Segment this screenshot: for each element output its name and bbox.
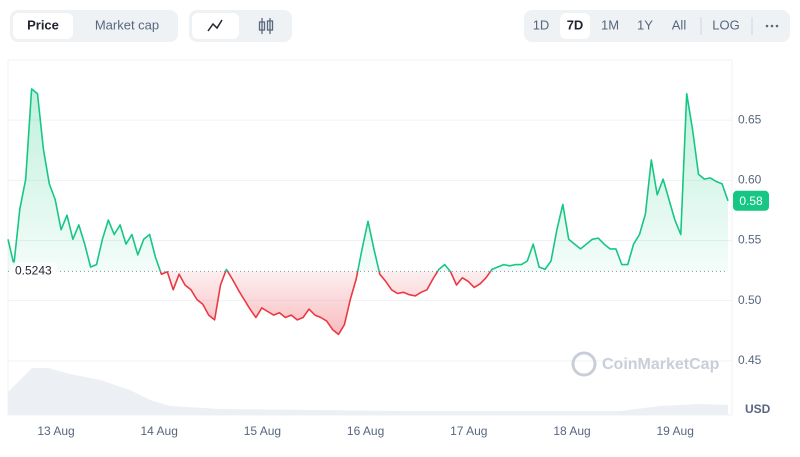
range-label[interactable]: 7D (567, 17, 584, 32)
x-tick-label: 14 Aug (141, 424, 178, 438)
watermark: CoinMarketCap (571, 351, 720, 377)
range-label[interactable]: 1D (533, 17, 550, 32)
range-label[interactable]: 1Y (637, 17, 653, 32)
y-tick-label: 0.55 (738, 233, 762, 247)
tab-selected (13, 13, 73, 39)
x-tick-label: 15 Aug (244, 424, 281, 438)
x-tick-label: 17 Aug (450, 424, 487, 438)
log-button[interactable]: LOG (712, 17, 739, 32)
x-tick-label: 16 Aug (347, 424, 384, 438)
candle-icon[interactable] (258, 18, 274, 34)
watermark-text: CoinMarketCap (602, 356, 720, 373)
y-tick-label: 0.45 (738, 353, 762, 367)
current-price-label: 0.58 (739, 194, 763, 208)
more-button[interactable] (765, 24, 779, 28)
range-selected (560, 13, 590, 39)
y-tick-label: 0.60 (738, 173, 762, 187)
range-label[interactable]: All (672, 17, 687, 32)
price-line (7, 88, 729, 336)
x-tick-label: 13 Aug (37, 424, 74, 438)
line-icon (207, 19, 223, 32)
y-tick-label: 0.50 (738, 293, 762, 307)
range-group (524, 10, 790, 42)
volume-area (8, 368, 728, 415)
y-axis-label: USD (745, 402, 771, 416)
baseline-label: 0.5243 (15, 264, 52, 278)
tab-label[interactable]: Market cap (95, 17, 159, 32)
x-tick-label: 19 Aug (657, 424, 694, 438)
tab-label[interactable]: Price (27, 17, 59, 32)
price-area (8, 88, 728, 335)
x-tick-label: 18 Aug (553, 424, 590, 438)
range-label[interactable]: 1M (601, 17, 619, 32)
current-price-tag (733, 190, 769, 211)
baseline-label-bg (11, 262, 57, 280)
y-tick-label: 0.65 (738, 112, 762, 126)
